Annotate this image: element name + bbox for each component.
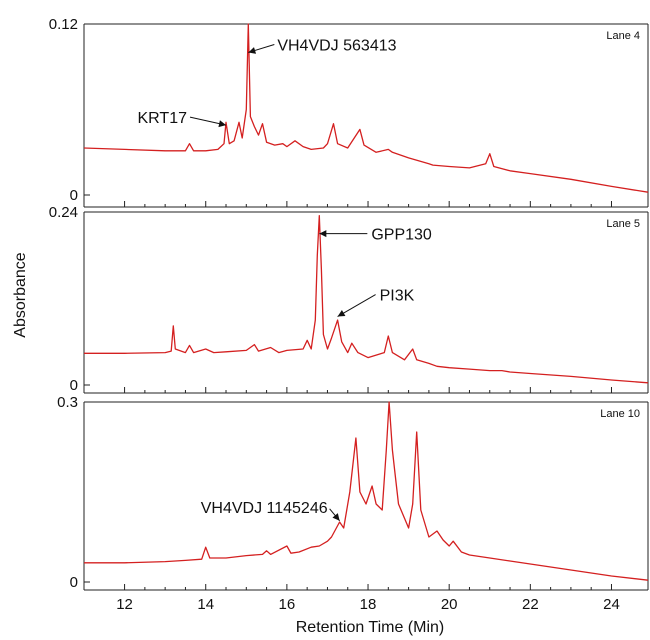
y-tick-label: 0.24 (49, 204, 78, 221)
lane-label: Lane 5 (606, 218, 640, 230)
x-tick-label: 18 (360, 596, 377, 613)
annotation-label: GPP130 (371, 227, 432, 244)
y-tick-label: 0.12 (49, 16, 78, 33)
trace-line (84, 216, 648, 383)
annotation-label: KRT17 (137, 110, 187, 127)
annotation-arrowhead (218, 120, 226, 127)
y-tick-label: 0 (70, 377, 78, 394)
annotation-arrowhead (332, 513, 339, 521)
y-axis-title: Absorbance (12, 252, 29, 337)
panel-2: 0 0.24 Lane 5 GPP130 PI3K (49, 204, 648, 394)
y-tick-label: 0.3 (57, 394, 78, 411)
lane-label: Lane 4 (606, 30, 640, 42)
lane-label: Lane 10 (600, 408, 640, 420)
x-tick-label: 24 (603, 596, 620, 613)
panel-1: 0 0.12 Lane 4 KRT17 VH4VDJ 563413 (49, 16, 648, 207)
x-tick-label: 12 (116, 596, 133, 613)
annotation-label: PI3K (380, 288, 415, 305)
x-axis-title: Retention Time (Min) (296, 619, 445, 636)
panel-3: 0 0.3 Lane 10 VH4VDJ 1145246 (57, 394, 648, 591)
x-tick-label: 22 (522, 596, 539, 613)
x-tick-labels: 12 14 16 18 20 22 24 (116, 596, 620, 613)
x-tick-label: 14 (197, 596, 214, 613)
y-tick-label: 0 (70, 574, 78, 591)
annotation-label: VH4VDJ 1145246 (201, 500, 328, 517)
annotation-label: VH4VDJ 563413 (277, 38, 396, 55)
x-tick-label: 16 (279, 596, 296, 613)
trace-line (84, 402, 648, 580)
y-tick-label: 0 (70, 187, 78, 204)
x-tick-label: 20 (441, 596, 458, 613)
